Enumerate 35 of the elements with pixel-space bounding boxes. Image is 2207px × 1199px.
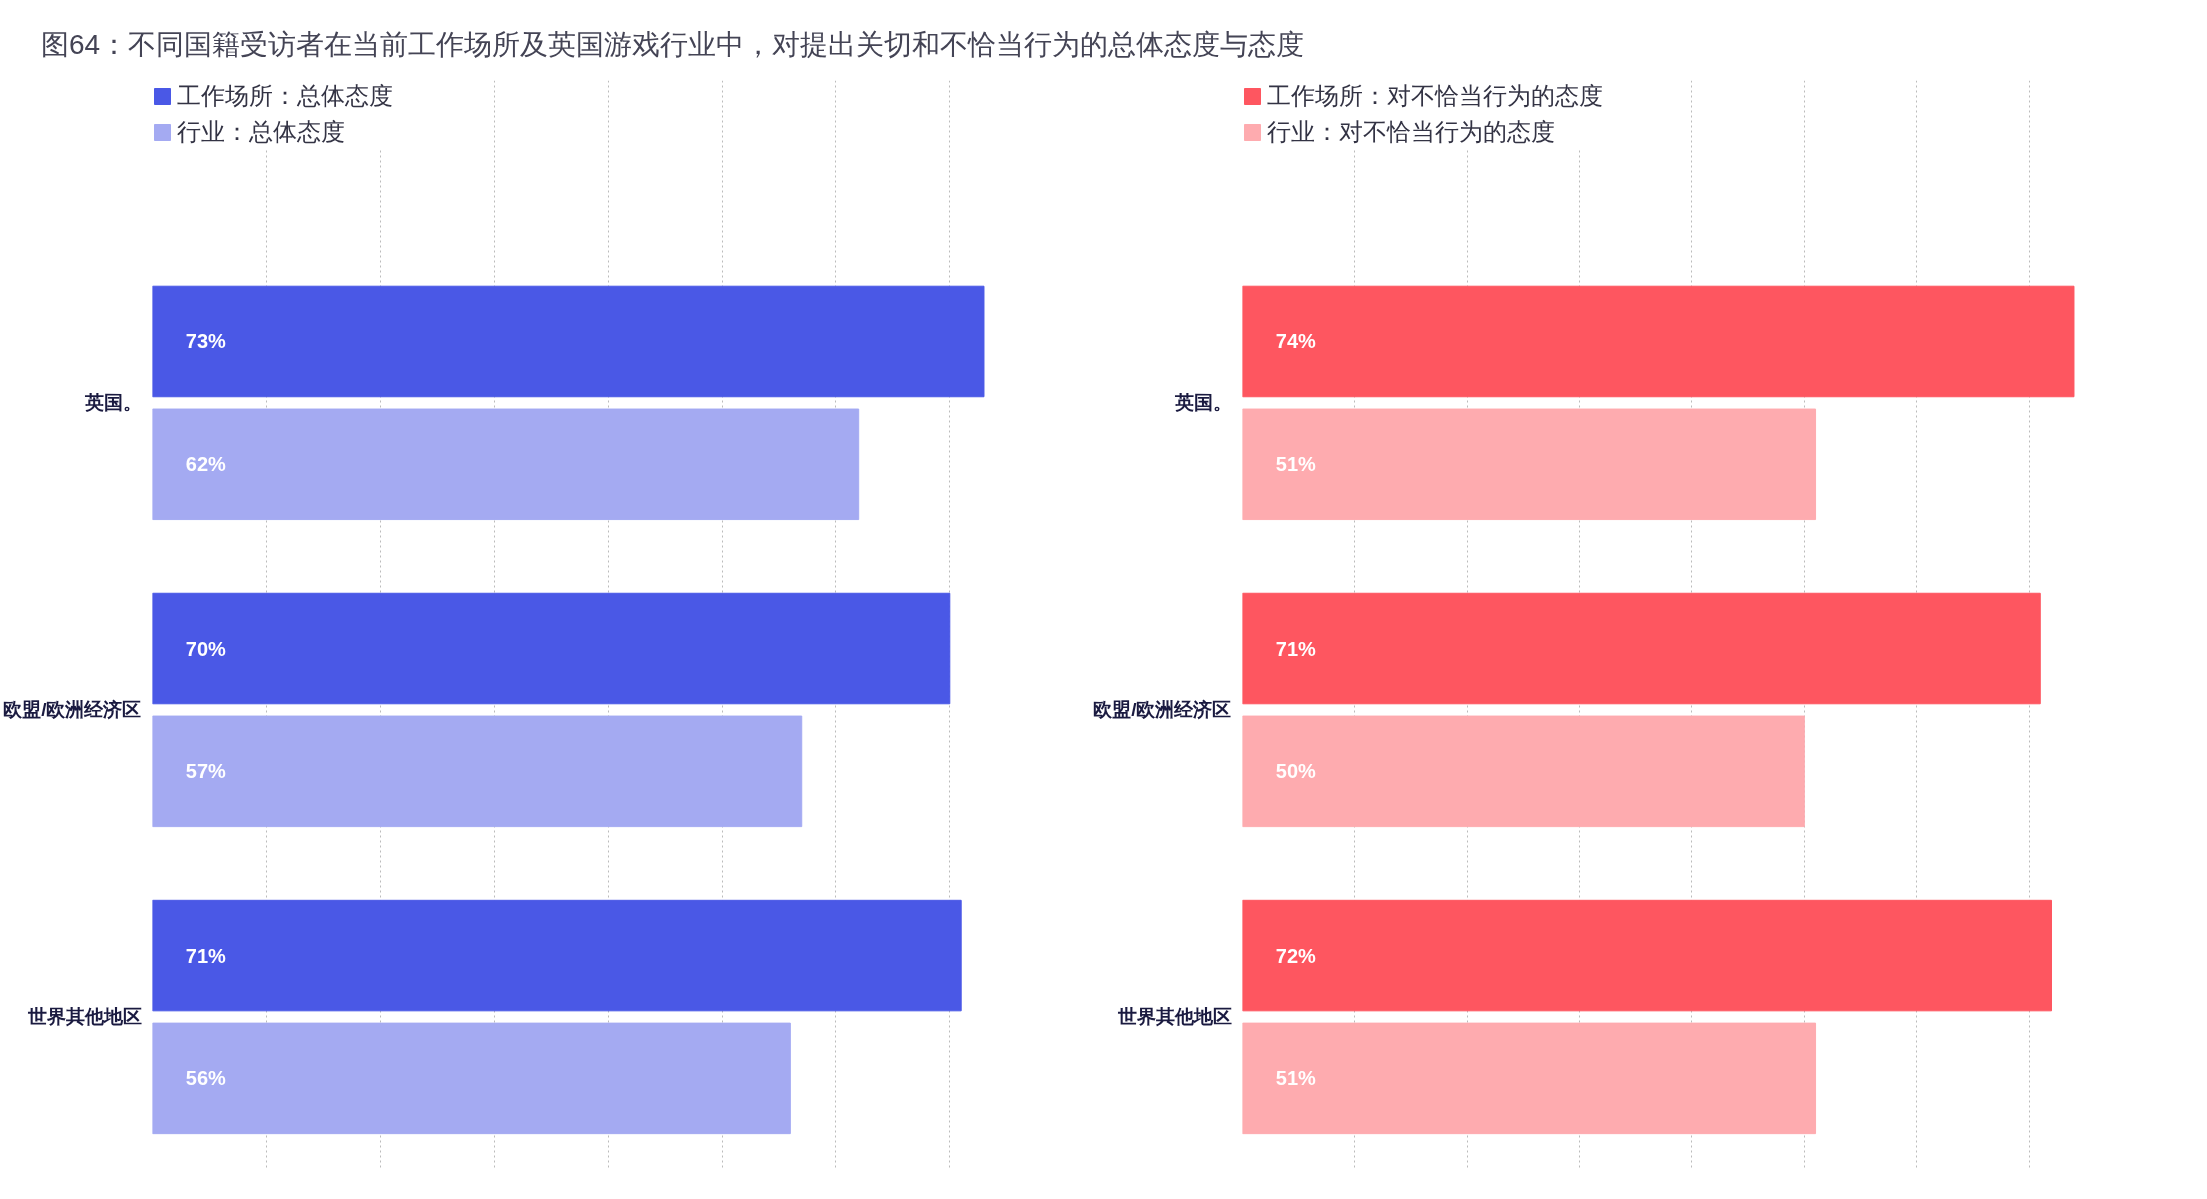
data-label: 62% xyxy=(185,453,227,476)
bar xyxy=(1242,285,2075,398)
legend-label: 行业：总体态度 xyxy=(177,117,345,147)
y-tick-label: 英国。 xyxy=(1173,392,1232,414)
data-label: 72% xyxy=(1275,944,1317,967)
data-label: 56% xyxy=(185,1067,227,1090)
data-label: 51% xyxy=(1275,453,1317,476)
legend-label: 行业：对不恰当行为的态度 xyxy=(1267,117,1555,147)
bar xyxy=(152,592,951,705)
data-label: 73% xyxy=(185,330,227,353)
bar xyxy=(152,285,985,398)
bar xyxy=(1242,1022,1817,1135)
legend-label: 工作场所：对不恰当行为的态度 xyxy=(1267,81,1603,111)
bar xyxy=(1242,592,2041,705)
bar xyxy=(152,1022,791,1135)
data-label: 51% xyxy=(1275,1067,1317,1090)
data-label: 70% xyxy=(185,637,227,660)
bar xyxy=(152,715,803,828)
y-tick-label: 英国。 xyxy=(83,392,142,414)
data-label: 71% xyxy=(1275,637,1317,660)
bar xyxy=(1242,408,1817,521)
y-tick-label: 欧盟/欧洲经济区 xyxy=(1093,699,1232,721)
legend-label: 工作场所：总体态度 xyxy=(177,81,393,111)
data-label: 71% xyxy=(185,944,227,967)
bar xyxy=(152,408,860,521)
data-label: 50% xyxy=(1275,760,1317,783)
data-label: 74% xyxy=(1275,330,1317,353)
bar xyxy=(1242,899,2053,1012)
y-tick-label: 欧盟/欧洲经济区 xyxy=(3,699,142,721)
data-label: 57% xyxy=(185,760,227,783)
bar xyxy=(152,899,962,1012)
y-tick-label: 世界其他地区 xyxy=(1116,1006,1232,1028)
y-tick-label: 世界其他地区 xyxy=(26,1006,142,1028)
chart-title: 图64：不同国籍受访者在当前工作场所及英国游戏行业中，对提出关切和不恰当行为的总体态度与态度 xyxy=(41,28,1305,62)
bar xyxy=(1242,715,1805,828)
